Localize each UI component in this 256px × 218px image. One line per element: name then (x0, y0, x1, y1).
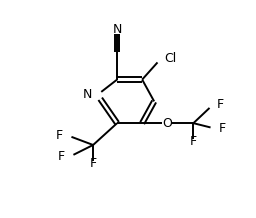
Text: F: F (90, 157, 97, 170)
Text: F: F (217, 98, 224, 111)
Text: F: F (58, 150, 65, 164)
Text: F: F (190, 135, 197, 148)
Text: N: N (112, 23, 122, 36)
Text: Cl: Cl (165, 52, 177, 65)
Text: F: F (56, 129, 63, 142)
Text: F: F (219, 122, 226, 135)
Text: O: O (162, 117, 172, 130)
Text: N: N (83, 88, 92, 101)
